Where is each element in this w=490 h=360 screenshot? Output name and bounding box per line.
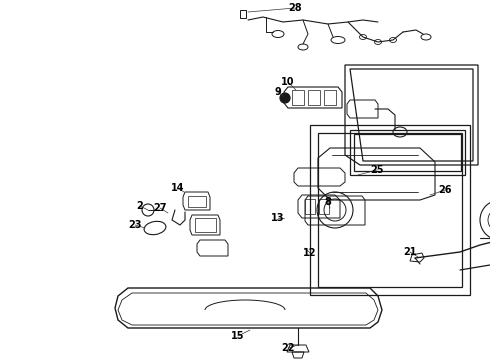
Text: 2: 2 [137, 201, 144, 211]
Text: 26: 26 [438, 185, 452, 195]
Text: 25: 25 [370, 165, 384, 175]
Text: 9: 9 [274, 87, 281, 97]
Circle shape [280, 93, 290, 103]
Text: 8: 8 [324, 197, 331, 207]
Text: 12: 12 [303, 248, 317, 258]
Text: 13: 13 [271, 213, 285, 223]
Text: 27: 27 [153, 203, 167, 213]
Text: 22: 22 [281, 343, 295, 353]
Text: 10: 10 [281, 77, 295, 87]
Text: 28: 28 [288, 3, 302, 13]
Text: 15: 15 [231, 331, 245, 341]
Text: 21: 21 [403, 247, 417, 257]
Text: 23: 23 [128, 220, 142, 230]
Text: 14: 14 [171, 183, 185, 193]
